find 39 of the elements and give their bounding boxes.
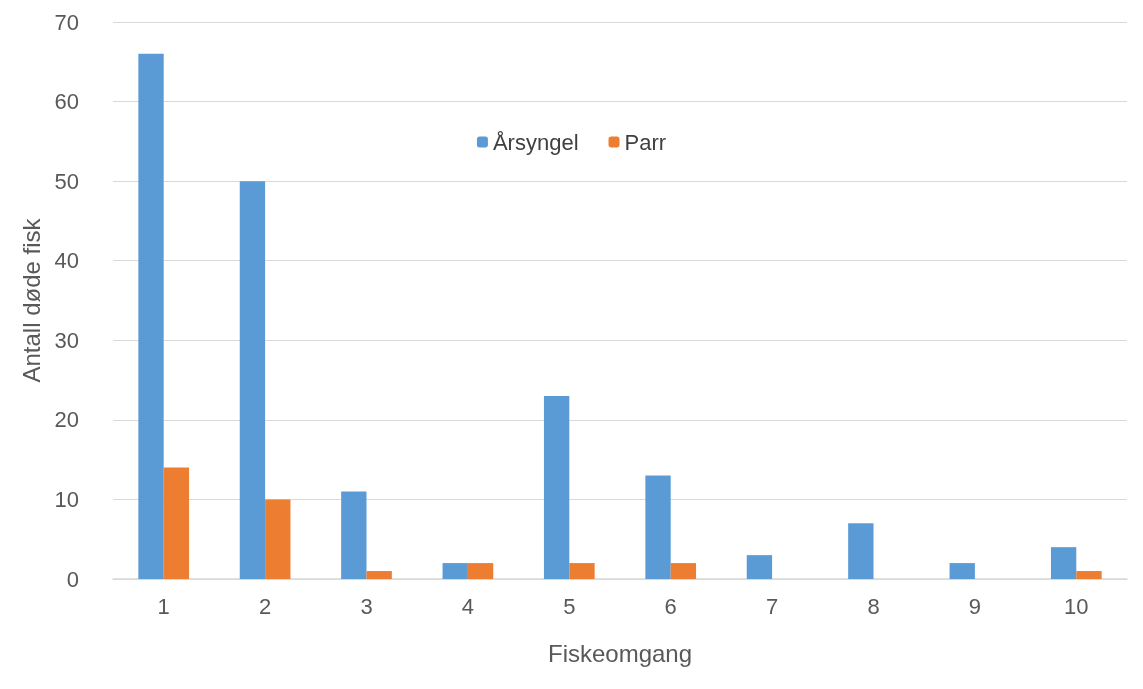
bar (1076, 571, 1102, 579)
y-tick-label: 20 (54, 407, 79, 433)
x-tick-label: 3 (360, 593, 373, 619)
legend-label: Årsyngel (492, 129, 579, 155)
y-tick-label: 0 (66, 566, 79, 592)
y-tick-label: 50 (54, 168, 79, 194)
bar (467, 563, 494, 579)
x-tick-label: 6 (664, 593, 677, 619)
bar (746, 555, 773, 579)
x-tick-label: 8 (867, 593, 880, 619)
y-tick-label: 60 (54, 89, 79, 115)
x-tick-label: 2 (258, 593, 272, 619)
y-axis-title: Antall døde fisk (17, 217, 45, 383)
y-tick-label: 70 (54, 9, 79, 35)
bar (569, 563, 595, 579)
bar (138, 53, 164, 579)
bar (670, 563, 697, 579)
bar (239, 181, 266, 579)
bar (366, 571, 392, 579)
bar (645, 475, 671, 579)
bar (163, 467, 190, 579)
bar (265, 499, 291, 579)
x-axis-title: Fiskeomgang (547, 639, 693, 667)
bar (543, 395, 570, 579)
x-tick-label: 1 (157, 593, 170, 619)
x-tick-label: 4 (461, 593, 475, 619)
x-tick-label: 5 (563, 593, 576, 619)
bar (1050, 547, 1077, 579)
bar (949, 563, 975, 579)
y-tick-label: 40 (54, 248, 79, 274)
x-tick-label: 9 (968, 593, 982, 619)
legend-label: Parr (624, 129, 667, 155)
bar (848, 523, 874, 579)
bar (341, 491, 367, 579)
y-tick-label: 30 (54, 327, 79, 353)
x-tick-label: 10 (1064, 593, 1089, 619)
x-tick-label: 7 (765, 593, 779, 619)
bar (442, 563, 468, 579)
y-tick-label: 10 (54, 486, 79, 512)
